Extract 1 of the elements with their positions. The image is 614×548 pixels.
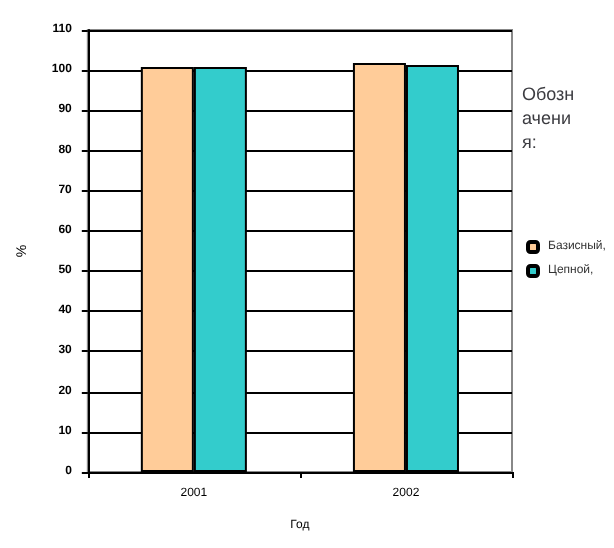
legend-title: Обозначения: (522, 84, 575, 152)
